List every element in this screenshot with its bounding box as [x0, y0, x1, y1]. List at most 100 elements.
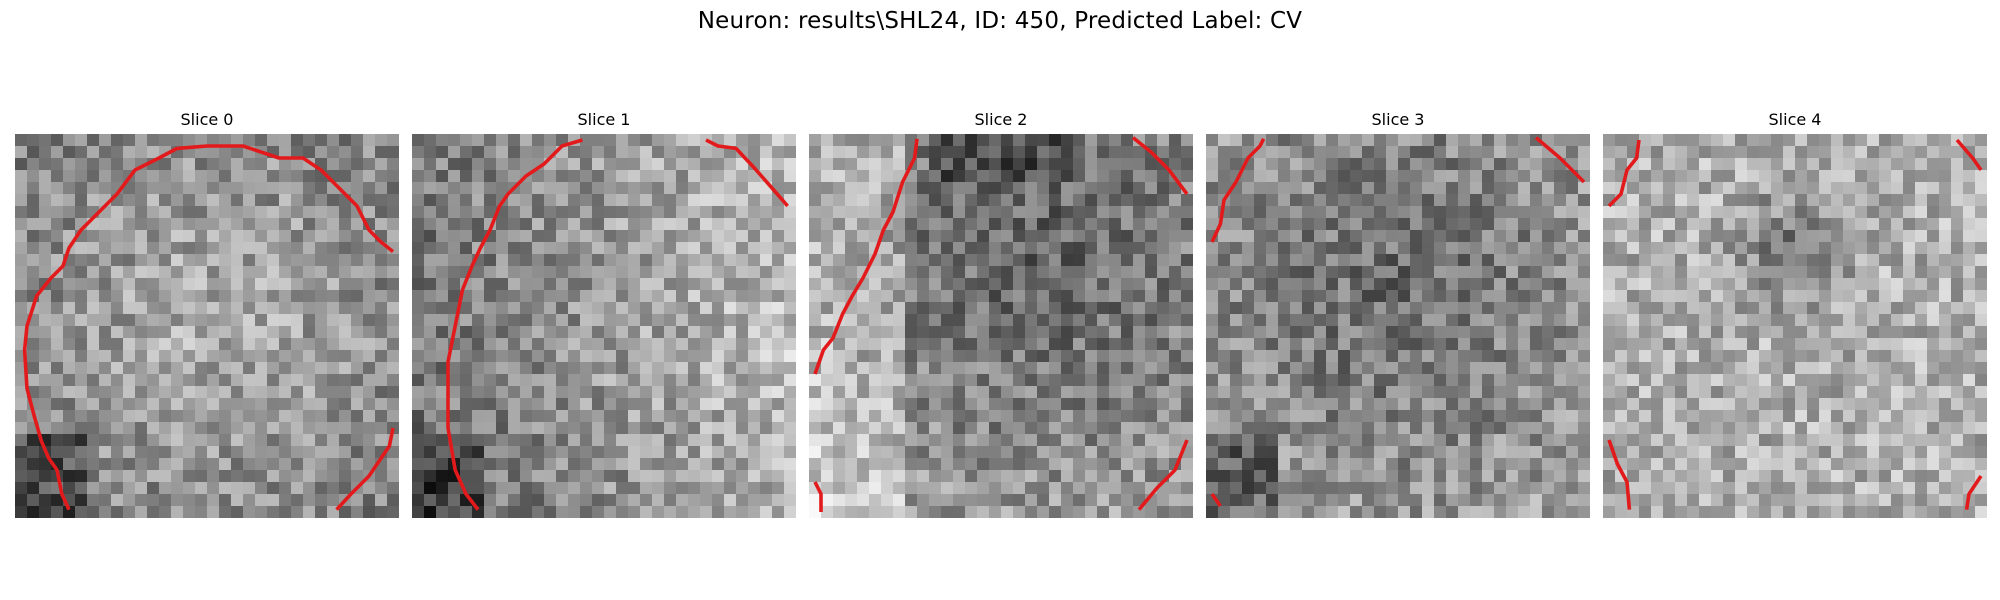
pixel — [592, 398, 605, 411]
pixel — [1675, 242, 1688, 255]
pixel — [1218, 434, 1231, 447]
pixel — [1181, 470, 1193, 483]
pixel — [63, 218, 76, 231]
pixel — [87, 158, 100, 171]
pixel — [1855, 146, 1868, 159]
pixel — [1735, 410, 1748, 423]
pixel — [448, 494, 461, 507]
pixel — [1530, 182, 1543, 195]
pixel — [472, 134, 485, 147]
pixel — [387, 278, 399, 291]
pixel — [1759, 326, 1772, 339]
pixel — [1542, 326, 1555, 339]
pixel — [267, 278, 280, 291]
pixel — [243, 506, 256, 518]
pixel — [51, 170, 64, 183]
pixel — [821, 146, 834, 159]
pixel — [1578, 350, 1590, 363]
pixel — [387, 194, 399, 207]
pixel — [448, 146, 461, 159]
pixel — [929, 338, 942, 351]
pixel — [508, 350, 521, 363]
pixel — [99, 374, 112, 387]
pixel — [1290, 278, 1303, 291]
pixel — [1663, 362, 1676, 375]
pixel — [881, 242, 894, 255]
pixel — [424, 134, 437, 147]
pixel — [1759, 338, 1772, 351]
pixel — [231, 146, 244, 159]
pixel — [460, 326, 473, 339]
contour-line — [335, 427, 395, 511]
pixel — [147, 134, 160, 147]
pixel — [63, 446, 76, 459]
pixel — [1975, 434, 1987, 447]
pixel — [15, 206, 28, 219]
pixel — [953, 482, 966, 495]
pixel — [1494, 446, 1507, 459]
pixel — [917, 470, 930, 483]
pixel — [941, 338, 954, 351]
pixel — [1302, 302, 1315, 315]
pixel — [1013, 170, 1026, 183]
pixel — [821, 422, 834, 435]
pixel — [51, 506, 64, 518]
pixel — [652, 326, 665, 339]
pixel — [1410, 494, 1423, 507]
pixel — [1290, 398, 1303, 411]
pixel — [363, 422, 376, 435]
pixel — [1470, 398, 1483, 411]
pixel — [147, 386, 160, 399]
pixel — [772, 362, 785, 375]
pixel — [219, 158, 232, 171]
pixel — [1627, 302, 1640, 315]
pixel — [424, 470, 437, 483]
pixel — [75, 386, 88, 399]
pixel — [1578, 338, 1590, 351]
pixel — [1302, 494, 1315, 507]
pixel — [327, 134, 340, 147]
pixel — [1951, 158, 1964, 171]
pixel — [123, 434, 136, 447]
pixel — [592, 494, 605, 507]
pixel — [1554, 338, 1567, 351]
pixel — [1290, 446, 1303, 459]
pixel — [1049, 506, 1062, 518]
pixel — [712, 278, 725, 291]
pixel — [183, 386, 196, 399]
pixel — [1735, 422, 1748, 435]
pixel — [1939, 158, 1952, 171]
pixel — [1578, 458, 1590, 471]
pixel — [833, 134, 846, 147]
pixel — [1169, 230, 1182, 243]
pixel — [821, 158, 834, 171]
pixel — [917, 290, 930, 303]
pixel — [724, 302, 737, 315]
pixel — [111, 290, 124, 303]
pixel — [1145, 170, 1158, 183]
pixel — [1097, 134, 1110, 147]
pixel — [147, 218, 160, 231]
pixel — [303, 290, 316, 303]
pixel — [1398, 398, 1411, 411]
pixel — [1675, 182, 1688, 195]
pixel — [1049, 362, 1062, 375]
pixel — [1711, 338, 1724, 351]
pixel — [869, 278, 882, 291]
pixel — [327, 470, 340, 483]
pixel — [1759, 446, 1772, 459]
pixel — [1578, 398, 1590, 411]
pixel — [1639, 362, 1652, 375]
pixel — [436, 470, 449, 483]
pixel — [688, 218, 701, 231]
pixel — [664, 302, 677, 315]
pixel — [1085, 458, 1098, 471]
pixel — [111, 326, 124, 339]
pixel — [1290, 350, 1303, 363]
pixel — [1434, 158, 1447, 171]
pixel — [1169, 482, 1182, 495]
pixel — [339, 386, 352, 399]
pixel — [1085, 218, 1098, 231]
pixel — [472, 206, 485, 219]
pixel — [1470, 266, 1483, 279]
